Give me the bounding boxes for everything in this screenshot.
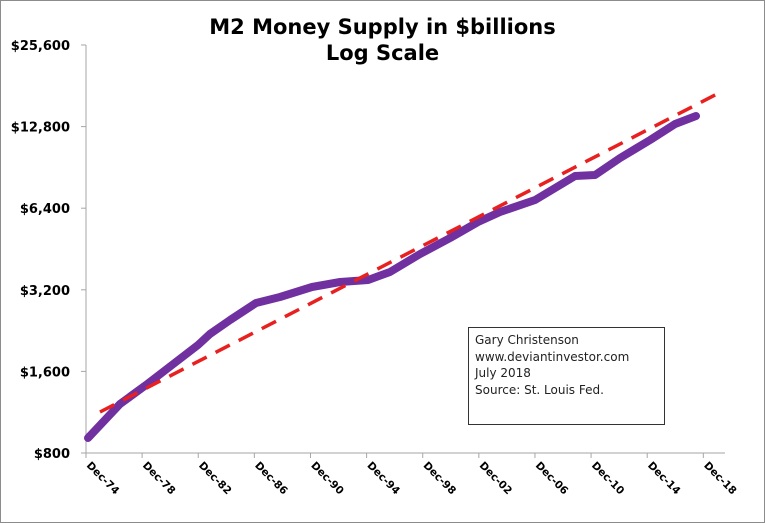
y-tick-label: $800 — [34, 447, 70, 462]
x-tick-label: Dec-06 — [533, 460, 570, 497]
annotation-website: www.deviantinvestor.com — [475, 349, 630, 364]
y-tick-label: $12,800 — [11, 121, 70, 136]
x-tick-label: Dec-74 — [84, 460, 121, 497]
chart-title-line1: M2 Money Supply in $billions — [209, 15, 556, 39]
y-tick-label: $25,600 — [11, 39, 70, 54]
series-layer — [84, 90, 722, 442]
x-tick-label: Dec-94 — [364, 460, 401, 497]
x-tick-label: Dec-78 — [140, 460, 177, 497]
chart-subtitle: Log Scale — [325, 41, 440, 65]
x-tick-label: Dec-14 — [645, 460, 682, 497]
x-tick-label: Dec-02 — [477, 460, 514, 497]
x-tick-label: Dec-10 — [589, 460, 626, 497]
x-tick-label: Dec-18 — [701, 460, 738, 497]
y-tick-label: $6,400 — [20, 202, 70, 217]
y-tick-label: $1,600 — [20, 365, 70, 380]
annotation-date: July 2018 — [475, 366, 531, 380]
annotation-box: Gary Christenson www.deviantinvestor.com… — [468, 327, 665, 425]
x-tick-label: Dec-98 — [421, 460, 458, 497]
chart-title: M2 Money Supply in $billions Log Scale — [0, 14, 765, 66]
axes: $800 $1,600 $3,200 $6,400 $12,800 $25,600 Dec-… — [11, 39, 739, 497]
x-tick-label: Dec-90 — [308, 460, 345, 497]
x-tick-label: Dec-82 — [196, 460, 233, 497]
annotation-author: Gary Christenson — [475, 333, 579, 347]
x-tick-label: Dec-86 — [252, 460, 289, 497]
m2-series-line — [84, 112, 700, 442]
annotation-source: Source: St. Louis Fed. — [475, 382, 604, 397]
trend-line — [99, 90, 722, 414]
y-tick-label: $3,200 — [20, 284, 70, 299]
